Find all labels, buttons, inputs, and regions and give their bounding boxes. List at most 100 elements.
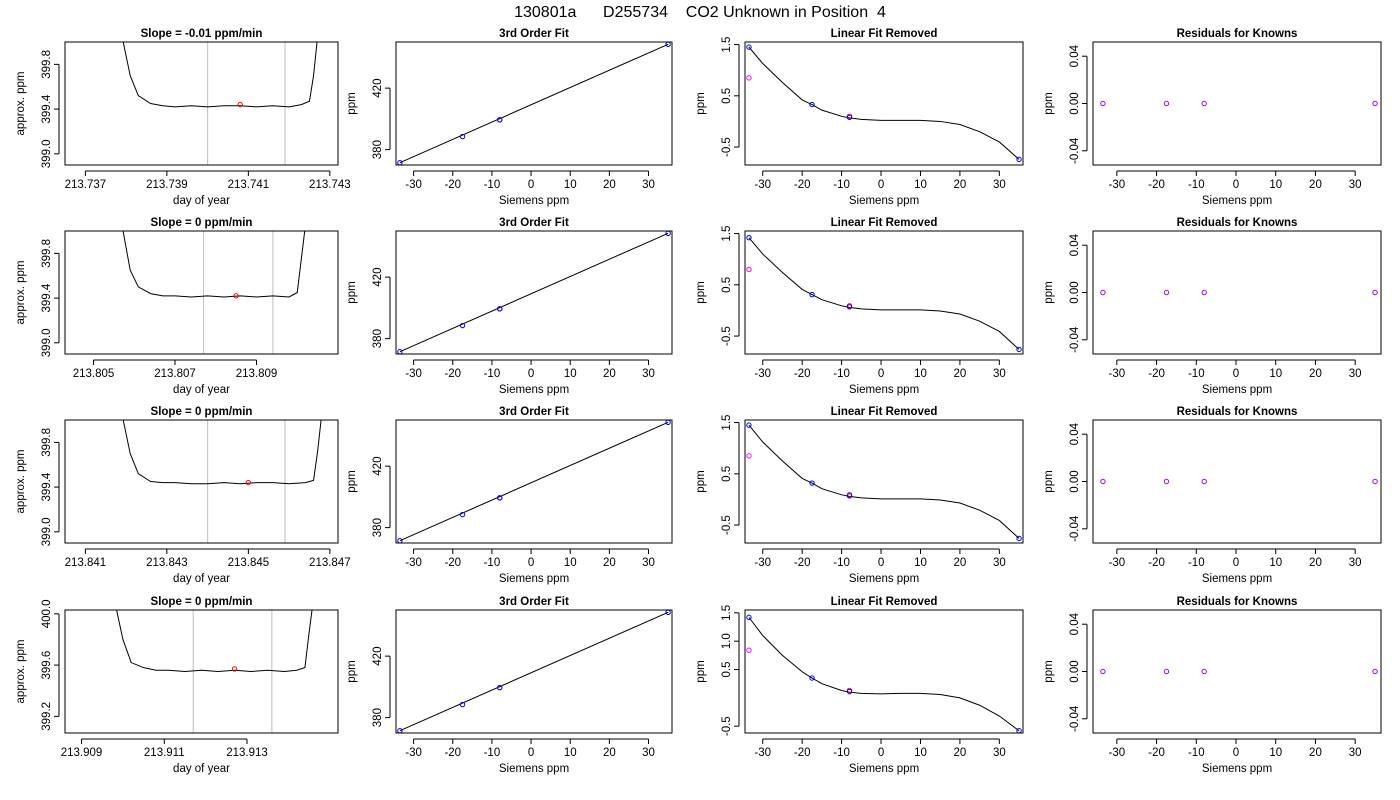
y-tick-label: 0.00 bbox=[1069, 470, 1081, 492]
chart-panel-linear_removed-row2: -30 -20 -10 0 10 20 30 -0.5 0.5 1.5 Linear Fit Rem… bbox=[695, 217, 1024, 396]
panel-title: 3rd Order Fit bbox=[499, 406, 569, 418]
y-tick-label: 0.5 bbox=[721, 466, 733, 482]
x-tick-label: -20 bbox=[1148, 179, 1165, 191]
plot-frame bbox=[744, 230, 1024, 355]
y-tick-label: 0.00 bbox=[1069, 660, 1081, 682]
point-unknown bbox=[746, 75, 752, 81]
chart-panel-residuals-row3: -30 -20 -10 0 10 20 30 -0.04 0.00 0.04 Residuals f… bbox=[1043, 406, 1382, 585]
y-tick-label: 399.8 bbox=[41, 428, 53, 457]
chart-panel-residuals-row2: -30 -20 -10 0 10 20 30 -0.04 0.00 0.04 Residuals f… bbox=[1043, 217, 1382, 396]
y-tick-label: 399.8 bbox=[41, 50, 53, 79]
x-tick-label: 20 bbox=[954, 747, 967, 759]
x-tick-label: 10 bbox=[564, 747, 577, 759]
point-known bbox=[1016, 535, 1022, 542]
point-known bbox=[746, 44, 752, 50]
x-tick-label: 10 bbox=[914, 747, 927, 759]
point-residual bbox=[1100, 100, 1106, 107]
y-tick-label: 399.0 bbox=[41, 517, 53, 546]
panel-title: 3rd Order Fit bbox=[499, 28, 569, 40]
point-residual bbox=[1372, 289, 1378, 296]
point-known bbox=[846, 114, 853, 121]
plot-frame bbox=[1092, 609, 1382, 734]
x-tick-label: 10 bbox=[914, 368, 927, 380]
series-line bbox=[748, 46, 1020, 160]
panel-title: Residuals for Knowns bbox=[1177, 28, 1298, 40]
plot-data bbox=[122, 420, 322, 486]
x-tick-label: -10 bbox=[1188, 368, 1205, 380]
y-tick-label: 420 bbox=[372, 79, 384, 98]
y-tick-label: -0.04 bbox=[1069, 137, 1081, 164]
x-tick-label: 0 bbox=[1233, 557, 1239, 569]
point-residual bbox=[1163, 478, 1170, 485]
point-known bbox=[846, 688, 853, 695]
x-tick-label: 213.743 bbox=[309, 179, 351, 191]
x-tick-label: 30 bbox=[1349, 557, 1362, 569]
point-known bbox=[459, 511, 466, 518]
y-tick-label: 0.04 bbox=[1069, 612, 1081, 635]
x-tick-label: 213.741 bbox=[228, 179, 270, 191]
x-tick-label: 30 bbox=[993, 747, 1006, 759]
y-tick-label: 380 bbox=[372, 140, 384, 159]
x-tick-label: 0 bbox=[878, 179, 884, 191]
y-tick-label: -0.04 bbox=[1069, 326, 1081, 353]
plot-data bbox=[1100, 668, 1378, 675]
panel-title: Linear Fit Removed bbox=[831, 217, 938, 229]
x-axis-label: Siemens ppm bbox=[499, 763, 569, 775]
x-tick-label: 213.909 bbox=[61, 747, 103, 759]
series-line bbox=[748, 237, 1020, 350]
point-known bbox=[746, 614, 752, 621]
x-tick-label: 10 bbox=[564, 179, 577, 191]
y-axis-label: ppm bbox=[695, 660, 707, 682]
plot-frame bbox=[1092, 41, 1382, 166]
point-residual bbox=[1201, 289, 1207, 296]
x-tick-label: -30 bbox=[1109, 747, 1126, 759]
y-tick-label: 0.04 bbox=[1069, 422, 1081, 445]
y-tick-label: 0.00 bbox=[1069, 281, 1081, 303]
x-tick-label: 20 bbox=[1309, 557, 1322, 569]
x-tick-label: -10 bbox=[484, 557, 501, 569]
x-tick-label: 20 bbox=[954, 179, 967, 191]
point-known bbox=[497, 306, 503, 312]
y-axis-label: approx. ppm bbox=[15, 261, 27, 325]
x-tick-label: 30 bbox=[1349, 368, 1362, 380]
x-tick-label: 213.911 bbox=[144, 747, 185, 759]
point-known bbox=[497, 495, 503, 501]
x-tick-label: 10 bbox=[1269, 747, 1282, 759]
x-tick-label: 0 bbox=[878, 368, 884, 380]
series-line bbox=[399, 421, 669, 542]
point-residual bbox=[1163, 100, 1170, 107]
y-tick-label: 399.4 bbox=[41, 472, 53, 501]
point-known bbox=[809, 101, 815, 108]
y-axis-label: ppm bbox=[346, 281, 358, 303]
x-tick-label: 20 bbox=[603, 557, 616, 569]
x-tick-label: -20 bbox=[794, 368, 811, 380]
x-tick-label: -20 bbox=[444, 557, 461, 569]
chart-panel-trace-row4: 213.909 213.911 213.913 399.2 399.6 400.0 Slop… bbox=[15, 596, 339, 775]
point-residual bbox=[1100, 668, 1106, 675]
x-tick-label: 213.737 bbox=[65, 179, 107, 191]
point-residual bbox=[1201, 100, 1207, 107]
chart-panel-residuals-row4: -30 -20 -10 0 10 20 30 -0.04 0.00 0.04 Residuals f… bbox=[1043, 596, 1382, 775]
plot-frame bbox=[395, 419, 673, 544]
x-axis-label: Siemens ppm bbox=[499, 195, 569, 207]
x-axis-label: Siemens ppm bbox=[1202, 763, 1272, 775]
x-tick-label: -10 bbox=[833, 747, 850, 759]
point-unknown bbox=[746, 647, 752, 653]
x-tick-label: -30 bbox=[1109, 179, 1126, 191]
plot-frame bbox=[395, 609, 673, 734]
y-tick-label: -0.04 bbox=[1069, 515, 1081, 542]
x-tick-label: -10 bbox=[833, 368, 850, 380]
panel-title: Residuals for Knowns bbox=[1177, 406, 1298, 418]
point-known bbox=[846, 493, 853, 499]
panel-title: Residuals for Knowns bbox=[1177, 217, 1298, 229]
y-tick-label: 399.4 bbox=[41, 283, 53, 312]
point-known bbox=[497, 117, 503, 123]
y-tick-label: 399.0 bbox=[41, 139, 53, 168]
x-tick-label: 0 bbox=[1233, 179, 1239, 191]
y-tick-label: 1.5 bbox=[721, 415, 733, 431]
x-axis-label: Siemens ppm bbox=[499, 384, 569, 396]
chart-panel-trace-row1: 213.737 213.739 213.741 213.743 399.0 399.4 39… bbox=[15, 28, 351, 207]
x-tick-label: -30 bbox=[1109, 557, 1126, 569]
series-line bbox=[399, 232, 669, 353]
chart-panel-linear_removed-row3: -30 -20 -10 0 10 20 30 -0.5 0.5 1.5 Linear Fit Rem… bbox=[695, 406, 1024, 585]
